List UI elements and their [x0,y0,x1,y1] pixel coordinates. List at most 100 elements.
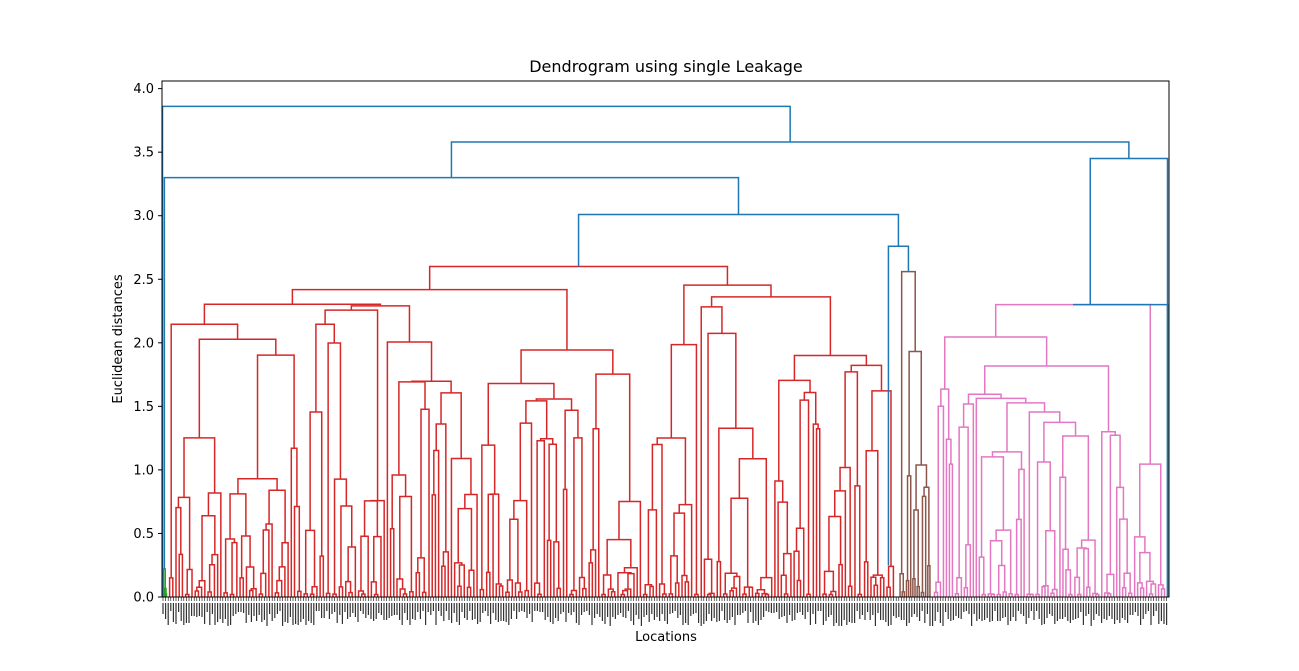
merge-link-143 [509,518,519,583]
merge-link-126 [793,550,800,597]
merge-link-59 [730,587,738,597]
x-tick-label [812,603,814,614]
x-tick-label [604,603,606,624]
x-tick-label [432,603,434,611]
x-tick-label [232,603,234,616]
merge-link-40 [409,591,414,597]
x-tick-label [201,603,203,617]
x-tick-label [724,603,726,620]
merge-link-83 [796,579,802,597]
merge-link-283 [978,556,985,597]
x-tick-label [976,603,978,621]
x-tick-label [895,603,897,618]
x-tick-label [388,603,390,618]
x-tick-label [781,603,783,617]
x-tick-label [913,603,915,614]
x-tick-label [794,603,796,620]
merge-link-73 [495,583,502,597]
merge-link-153 [777,501,789,597]
x-tick-label [861,603,863,615]
merge-link-15 [537,593,542,597]
merge-link-84 [506,579,514,597]
x-tick-label [1119,603,1121,623]
merge-link-146 [673,512,686,576]
merge-link-21 [742,593,747,597]
merge-link-168 [268,489,286,543]
x-tick-label [900,603,902,620]
x-tick-label [230,603,232,625]
x-tick-label [747,603,749,623]
x-tick-label [750,603,752,612]
x-tick-label [198,603,200,616]
merge-link-303 [991,451,1023,470]
x-tick-label [1015,603,1017,621]
x-tick-label [742,603,744,613]
x-tick-label [692,603,694,614]
merge-link-123 [178,553,184,597]
x-tick-label [318,603,320,611]
x-tick-label [1132,603,1134,615]
merge-link-136 [360,535,369,597]
x-tick-label [1137,603,1139,616]
x-tick-label [659,603,661,621]
merge-link-115 [588,562,594,597]
x-tick-label [859,603,861,619]
x-tick-label [765,603,767,611]
merge-link-276 [1145,580,1155,597]
merge-link-321 [887,245,910,566]
merge-link-302 [980,456,1005,558]
merge-link-183 [548,443,558,542]
merge-link-13 [694,593,699,597]
x-tick-label [822,603,824,625]
merge-link-60 [466,586,472,597]
merge-link-42 [830,590,837,597]
merge-link-130 [231,541,238,597]
x-tick-label [175,603,177,624]
merge-link-50 [248,589,254,597]
x-tick-label [669,603,671,614]
merge-link-41 [610,591,616,597]
merge-link-170 [854,485,861,597]
x-tick-label [492,603,494,613]
merge-link-197 [420,408,430,597]
merge-link-233 [912,578,916,597]
x-tick-label [412,603,414,619]
x-tick-label [991,603,993,621]
x-tick-label [544,603,546,620]
x-tick-label [456,603,458,622]
x-tick-label [373,603,375,621]
x-tick-label [243,603,245,613]
merge-link-308 [958,426,969,578]
merge-link-22 [361,593,366,597]
merge-link-148 [457,507,473,571]
x-tick-label [1062,603,1064,619]
x-tick-label [731,603,733,617]
merge-link-151 [340,505,353,587]
x-tick-label [729,603,731,620]
merge-link-62 [886,586,891,597]
x-tick-label [162,603,164,614]
x-tick-label [386,603,388,620]
merge-link-134 [224,538,236,593]
merge-link-268 [963,586,969,597]
merge-link-129 [281,542,289,597]
merge-link-237 [921,495,927,597]
x-tick-label [165,603,167,619]
merge-link-207 [778,379,811,482]
merge-link-142 [265,523,273,597]
x-tick-label [578,603,580,625]
plot-frame [161,80,1170,598]
merge-link-7 [828,593,834,597]
merge-link-305 [1062,435,1090,541]
merge-link-159 [177,496,191,570]
y-axis: 0.0 0.5 1.0 1.5 2.0 2.5 3.0 3.5 4.0 [133,82,162,606]
merge-link-56 [250,587,257,597]
x-tick-label [349,603,351,617]
x-tick-label [396,603,398,615]
merge-link-55 [399,588,406,597]
x-tick-label [367,603,369,615]
x-tick-label [555,603,557,618]
merge-link-58 [556,587,562,597]
x-tick-label [360,603,362,611]
x-tick-label [1121,603,1123,618]
